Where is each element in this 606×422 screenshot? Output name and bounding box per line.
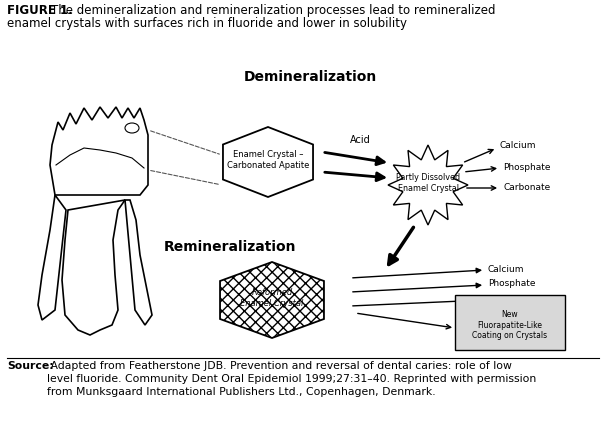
Bar — [455, 295, 565, 350]
Polygon shape — [388, 145, 468, 225]
Text: Fluoride: Fluoride — [488, 295, 525, 303]
Text: Phosphate: Phosphate — [503, 162, 550, 171]
Text: The demineralization and remineralization processes lead to remineralized: The demineralization and remineralizatio… — [51, 4, 496, 17]
Polygon shape — [220, 262, 324, 338]
Text: FIGURE 1.: FIGURE 1. — [7, 4, 77, 17]
Text: Acid: Acid — [350, 135, 370, 145]
Polygon shape — [50, 107, 148, 195]
Polygon shape — [38, 195, 66, 320]
Text: Demineralization: Demineralization — [244, 70, 376, 84]
Polygon shape — [223, 127, 313, 197]
Text: Reformed
Enamel Crystal: Reformed Enamel Crystal — [241, 288, 304, 308]
Text: Calcium: Calcium — [500, 141, 536, 151]
Polygon shape — [62, 200, 125, 335]
Text: Source:: Source: — [7, 361, 54, 371]
Text: Phosphate: Phosphate — [488, 279, 536, 289]
Text: Enamel Crystal –
Carbonated Apatite: Enamel Crystal – Carbonated Apatite — [227, 150, 309, 170]
Text: Adapted from Featherstone JDB. Prevention and reversal of dental caries: role of: Adapted from Featherstone JDB. Preventio… — [47, 361, 536, 398]
Text: Calcium: Calcium — [488, 265, 525, 273]
Text: Carbonate: Carbonate — [503, 182, 550, 192]
Text: New
Fluorapatite-Like
Coating on Crystals: New Fluorapatite-Like Coating on Crystal… — [473, 310, 548, 340]
Ellipse shape — [125, 123, 139, 133]
Text: Partly Dissolved
Enamel Crystal: Partly Dissolved Enamel Crystal — [396, 173, 460, 193]
Text: enamel crystals with surfaces rich in fluoride and lower in solubility: enamel crystals with surfaces rich in fl… — [7, 17, 407, 30]
Text: Remineralization: Remineralization — [164, 240, 296, 254]
Polygon shape — [125, 200, 152, 325]
